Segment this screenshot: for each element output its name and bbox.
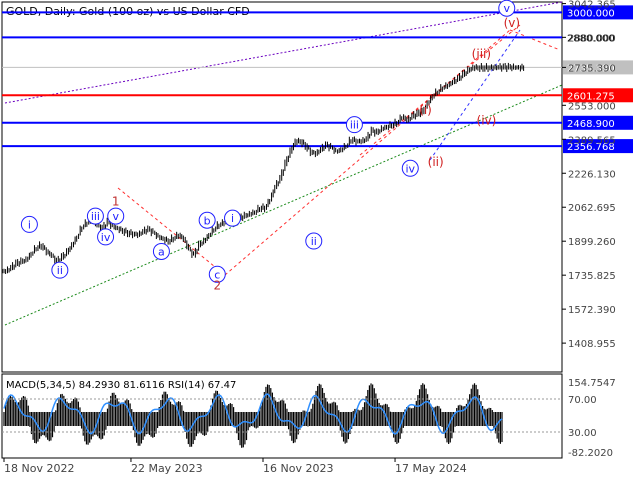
level-label-bg [563,88,633,103]
level-label: 3000.000 [567,8,615,19]
level-label: 2601.275 [567,91,615,102]
wave-label: i [231,212,234,225]
wave-label: c [214,268,220,281]
level-label: 2356.768 [567,142,615,153]
time-tick-label: 16 Nov 2023 [263,462,333,475]
wave-label: ii [311,235,317,248]
level-label: 2468.900 [567,119,615,130]
indicator-panel [2,383,562,448]
price-tick-label: 2389.565 [568,135,616,146]
price-tick-label: 1735.825 [568,271,616,282]
wave-label-circle [86,207,104,225]
price-tick-label: 1572.390 [568,305,616,316]
wave-label-circle [224,209,242,227]
level-label-bg [563,115,633,130]
wave-label: 3 [508,0,516,3]
candles [1,62,525,274]
wave-label: (iii) [472,47,491,61]
wave-label: 2 [213,279,221,293]
time-tick-label: 17 May 2024 [395,462,467,475]
wave-label: 1 [112,195,120,209]
level-label: 2880.000 [567,33,615,44]
wave-label: iii [91,210,100,223]
wave-label: i [28,218,31,231]
indicator-frame [1,373,563,459]
wave-correction-line [117,187,226,276]
price-tick-label: 1408.955 [568,339,616,350]
time-tick-label: 18 Nov 2022 [4,462,74,475]
wave-label: b [204,214,211,227]
price-tick-label: 2880.000 [568,33,616,44]
wave-label-circle [208,265,226,283]
wave-label: (i) [419,103,432,117]
indicator-header: MACD(5,34,5) 84.2930 81.6116 RSI(14) 67.… [6,380,236,391]
wave-label-circle [345,116,363,134]
indicator-tick-label: 154.7547 [568,378,616,389]
indicator-axis: 154.7547 70.00 30.00 -82.2020 [568,378,616,459]
wave-label: v [112,210,119,223]
indicator-tick-label: 70.00 [568,395,597,406]
price-tick-label: 2062.695 [568,203,616,214]
wave-label: ii [57,264,63,277]
wave-projection-line [509,29,561,51]
level-label: 2735.390 [567,63,615,74]
wave-label-circle [198,211,216,229]
wave-label-circle [401,159,419,177]
wave-label-circle [97,228,115,246]
price-tick-label: 2226.130 [568,169,616,180]
wave-label-circle [152,242,170,260]
indicator-tick-label: 30.00 [568,428,597,439]
price-tick-label: 3042.365 [568,0,616,11]
wave-label: (iv) [477,113,497,127]
price-levels: 3000.000 2880.000 2735.390 2601.275 2468.900… [2,5,633,154]
time-tick-label: 22 May 2023 [131,462,203,475]
lower-channel-line [4,84,563,326]
wave-label-circle [498,0,516,17]
level-label-bg [563,60,633,75]
price-tick-label: 2735.390 [568,63,616,74]
level-label-bg [563,139,633,154]
time-axis: 18 Nov 2022 22 May 2023 16 Nov 2023 17 May … [3,458,467,475]
price-axis: 3042.365 2880.000 2735.390 2553.000 2389.565… [562,0,616,350]
wave-label: v [504,2,511,15]
wave-label-circle [305,232,323,250]
wave-label-circle [107,207,125,225]
level-label-bg [563,5,633,20]
indicator-tick-label: -82.2020 [568,448,613,459]
main-frame [1,1,563,373]
wave-label: iv [405,162,415,175]
wave-label: iv [101,231,111,244]
wave-label: a [158,245,165,258]
wave-label: (v) [504,16,520,30]
wave-label-circle [51,261,69,279]
wave-label: iii [350,119,359,132]
price-tick-label: 2553.000 [568,101,616,112]
wave-label: (ii) [428,155,444,169]
price-tick-label: 1899.260 [568,237,616,248]
wave-label-circle [20,215,38,233]
level-label-bg [563,30,633,45]
indicator-line [3,393,503,435]
